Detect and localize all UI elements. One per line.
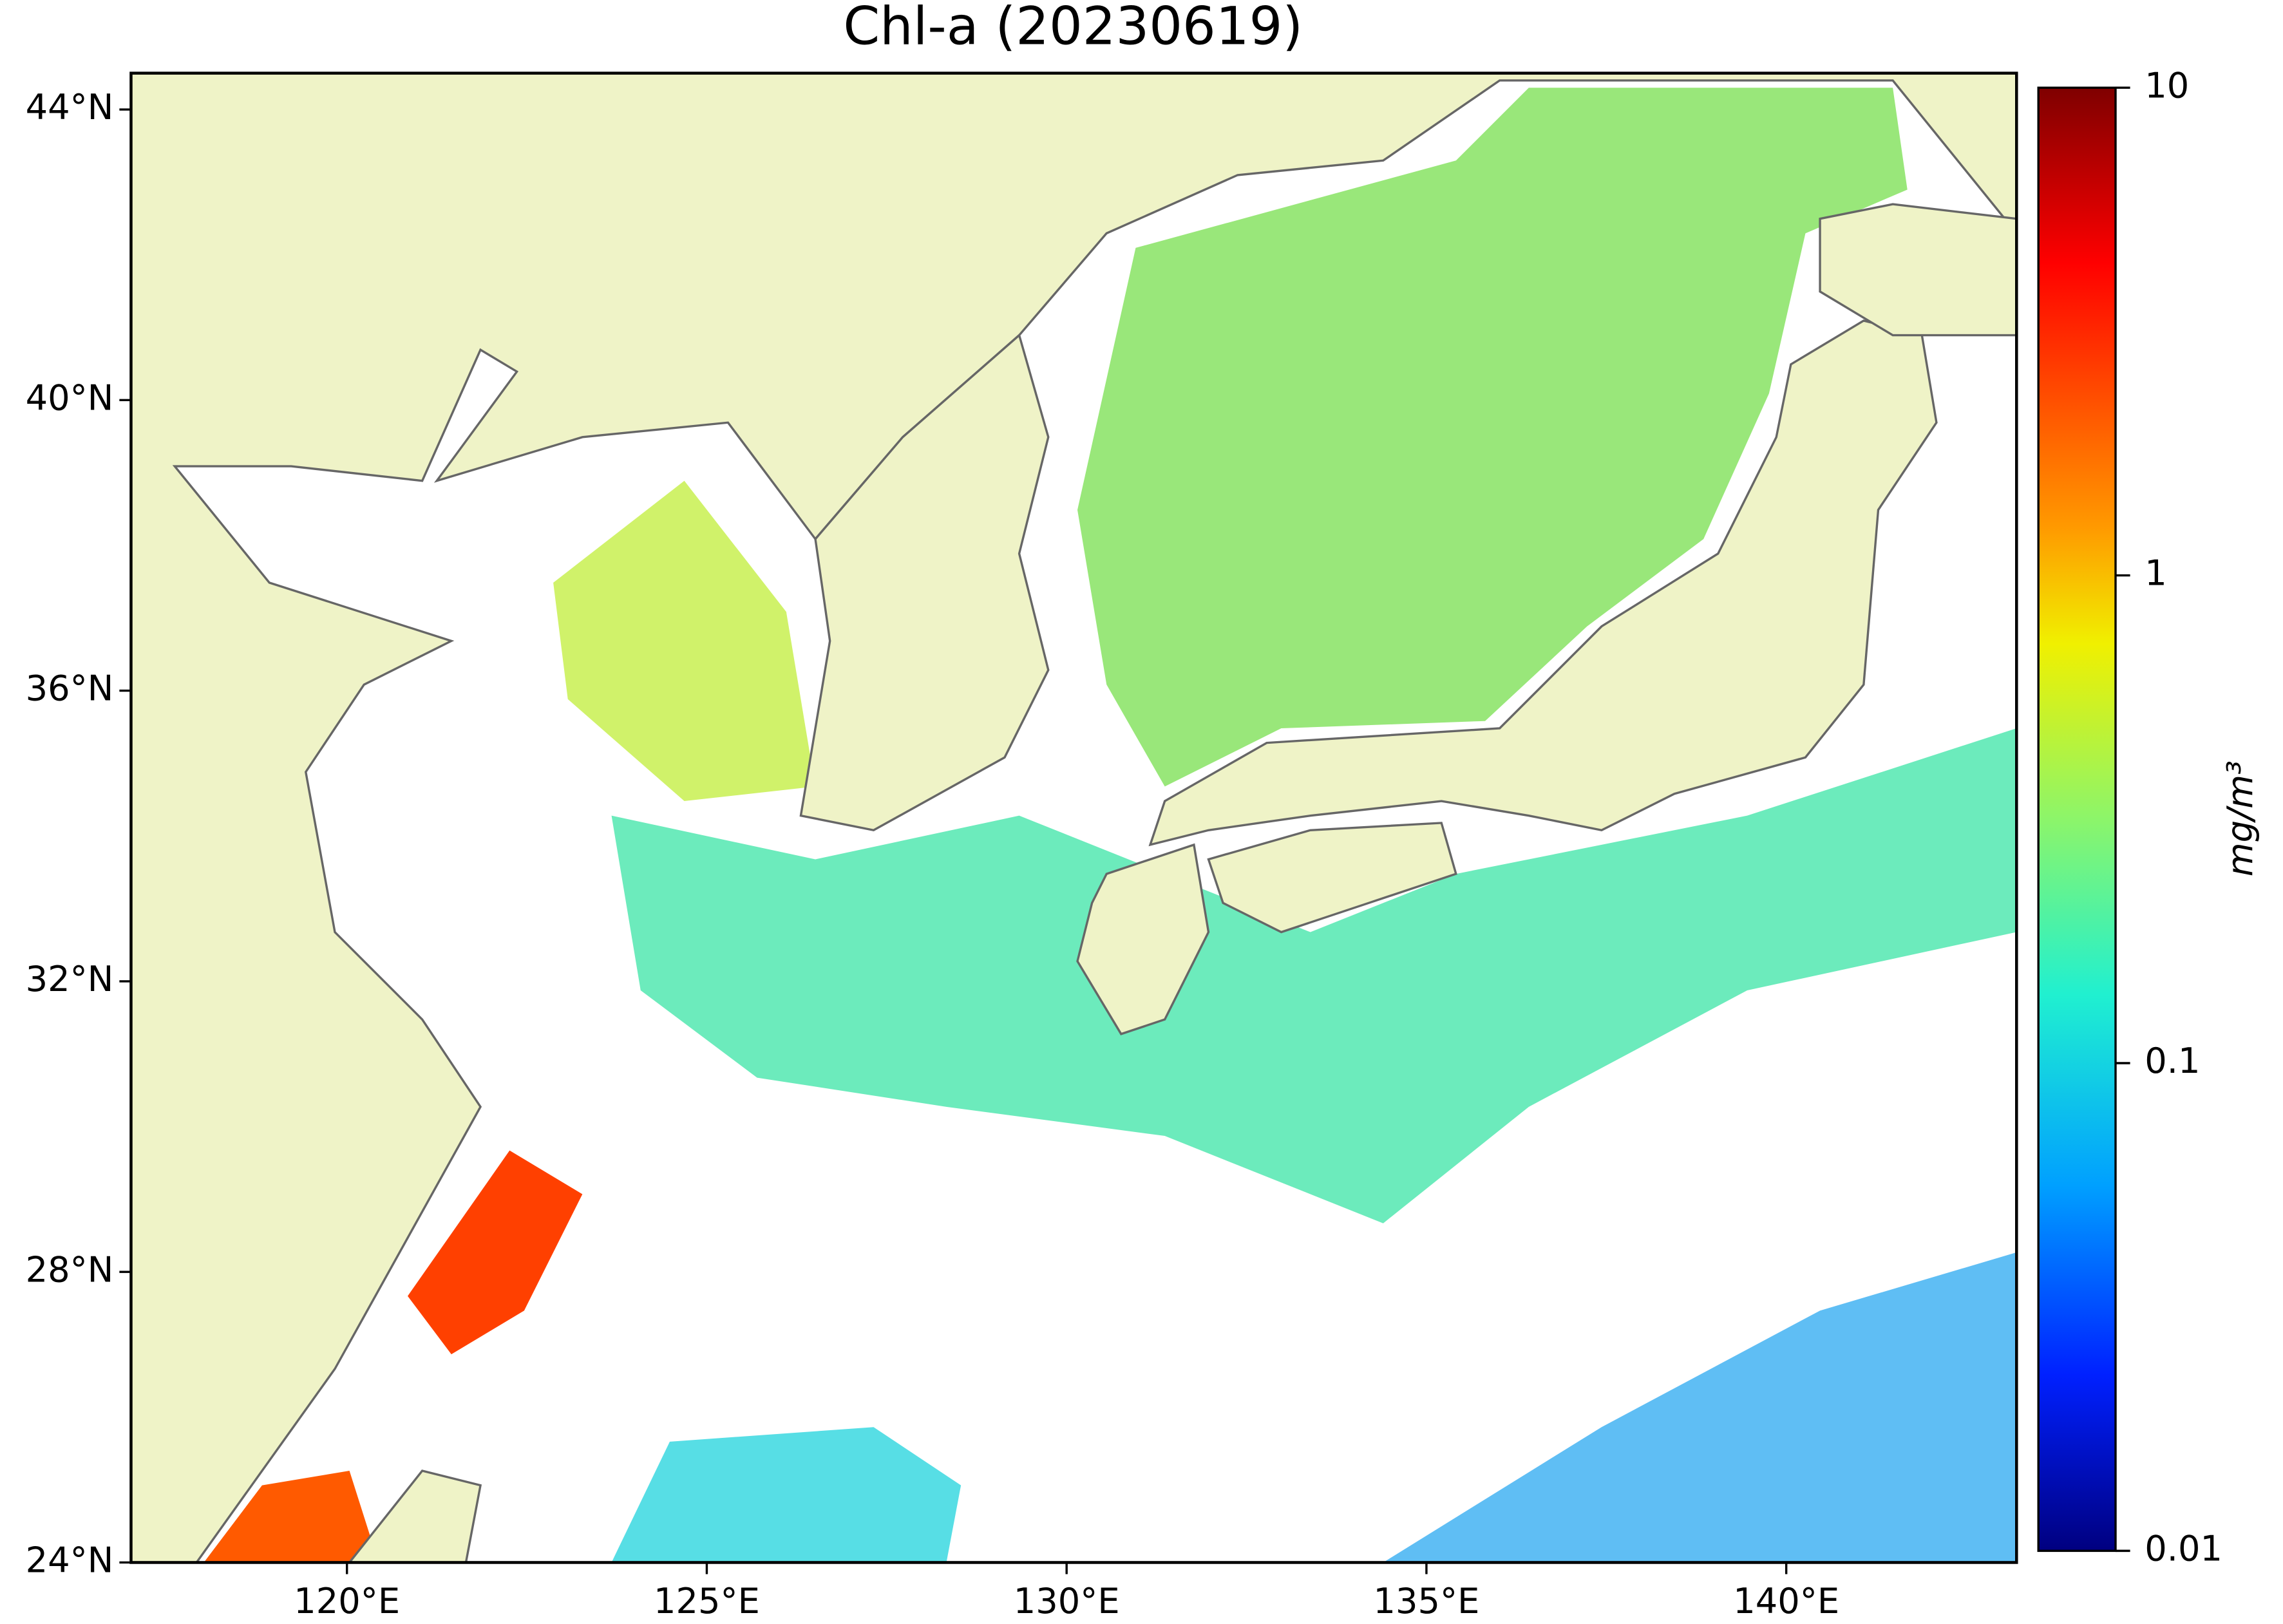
chl-japan-sea [1077,88,1908,787]
map-area [131,73,2017,1563]
x-tick-label: 140°E [1733,1581,1839,1621]
y-tick-label: 32°N [26,959,114,999]
x-tick-label: 135°E [1373,1581,1479,1621]
y-tick-label: 40°N [26,377,114,418]
x-tick-label: 120°E [294,1581,400,1621]
korea [799,333,1050,832]
kyushu [1076,843,1210,1035]
colorbar-label: mg/m³ [2220,760,2260,876]
hokkaido [1819,203,2017,337]
chl-yellow-sea [553,480,816,802]
colorbar [2037,86,2117,1553]
y-tick-label: 36°N [26,668,114,709]
colorbar-tick-label: 0.01 [2145,1529,2222,1569]
x-tick-label: 125°E [654,1581,760,1621]
chl-east-china-sea [611,728,2017,1223]
y-tick-label: 44°N [26,87,114,127]
chl-fujian-coast [204,1471,379,1563]
y-tick-label: 24°N [26,1540,114,1581]
chl-south-west [611,1427,962,1563]
map-frame [129,71,2018,1564]
honshu [1148,319,1938,847]
colorbar-tick-label: 10 [2145,65,2189,106]
y-tick-label: 28°N [26,1249,114,1290]
chl-china-coast [408,1150,583,1355]
colorbar-tick-label: 1 [2145,553,2167,594]
colorbar-tick-label: 0.1 [2145,1041,2200,1081]
chl-pacific-south [1383,1252,2017,1563]
map-title: Chl-a (20230619) [843,0,1303,57]
x-tick-label: 130°E [1014,1581,1120,1621]
shikoku [1207,822,1457,934]
taiwan [348,1469,482,1563]
